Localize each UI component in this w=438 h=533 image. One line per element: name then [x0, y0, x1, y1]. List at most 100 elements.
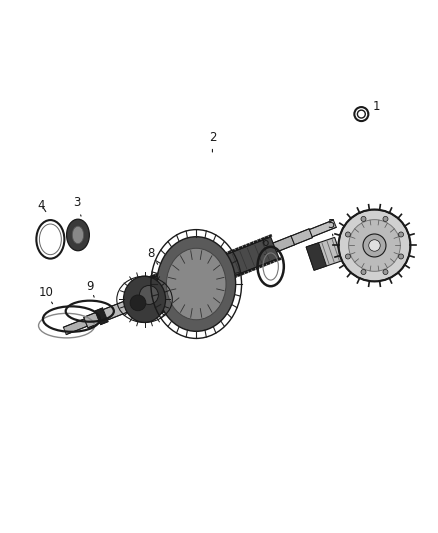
Polygon shape	[220, 253, 224, 256]
Polygon shape	[157, 311, 162, 315]
Polygon shape	[309, 220, 336, 237]
Polygon shape	[237, 273, 241, 277]
Polygon shape	[161, 309, 166, 313]
Polygon shape	[95, 308, 108, 325]
Ellipse shape	[157, 237, 236, 332]
Polygon shape	[180, 302, 185, 306]
Polygon shape	[188, 298, 193, 303]
Circle shape	[383, 216, 388, 221]
Polygon shape	[202, 254, 207, 258]
Polygon shape	[165, 308, 170, 312]
Polygon shape	[278, 257, 281, 261]
Polygon shape	[206, 252, 211, 256]
Polygon shape	[259, 265, 263, 268]
Polygon shape	[266, 262, 270, 265]
Text: 10: 10	[39, 286, 53, 304]
Circle shape	[399, 232, 403, 237]
Polygon shape	[263, 263, 267, 266]
Text: 7: 7	[187, 247, 197, 264]
Polygon shape	[186, 260, 191, 264]
Polygon shape	[192, 297, 197, 301]
Polygon shape	[143, 256, 221, 313]
Circle shape	[346, 232, 350, 237]
Circle shape	[399, 254, 403, 259]
Polygon shape	[194, 257, 199, 261]
Polygon shape	[153, 312, 158, 317]
Polygon shape	[257, 239, 261, 242]
Polygon shape	[306, 237, 343, 270]
Text: 8: 8	[148, 247, 158, 264]
Polygon shape	[103, 292, 151, 320]
Polygon shape	[198, 255, 203, 260]
Polygon shape	[291, 229, 313, 245]
Polygon shape	[274, 259, 278, 262]
Polygon shape	[228, 251, 232, 254]
Polygon shape	[235, 247, 239, 251]
Polygon shape	[196, 295, 201, 300]
Text: 4: 4	[38, 199, 46, 212]
Polygon shape	[230, 277, 233, 280]
Polygon shape	[148, 276, 152, 280]
Polygon shape	[306, 243, 326, 270]
Polygon shape	[184, 300, 189, 304]
Polygon shape	[159, 271, 164, 275]
Polygon shape	[212, 289, 216, 293]
Polygon shape	[224, 252, 228, 255]
Polygon shape	[243, 245, 246, 248]
Polygon shape	[240, 272, 244, 276]
Polygon shape	[273, 236, 295, 252]
Polygon shape	[171, 266, 176, 270]
Polygon shape	[183, 262, 187, 266]
Ellipse shape	[139, 286, 159, 304]
Ellipse shape	[130, 295, 146, 311]
Ellipse shape	[72, 226, 84, 244]
Circle shape	[369, 240, 380, 251]
Polygon shape	[215, 288, 220, 292]
Polygon shape	[204, 292, 208, 296]
Polygon shape	[239, 246, 243, 249]
Text: 5: 5	[327, 219, 334, 236]
Polygon shape	[223, 237, 279, 277]
Polygon shape	[200, 294, 205, 298]
Polygon shape	[179, 263, 184, 268]
Circle shape	[361, 270, 366, 274]
Text: 9: 9	[86, 280, 94, 297]
Polygon shape	[190, 259, 195, 263]
Polygon shape	[252, 268, 255, 271]
Circle shape	[346, 254, 350, 259]
Polygon shape	[163, 269, 168, 273]
Polygon shape	[152, 274, 156, 278]
Polygon shape	[213, 262, 229, 276]
Circle shape	[349, 220, 400, 271]
Circle shape	[363, 234, 386, 257]
Polygon shape	[173, 304, 177, 309]
Polygon shape	[261, 237, 265, 240]
Polygon shape	[219, 286, 224, 290]
Polygon shape	[250, 241, 254, 245]
Ellipse shape	[124, 276, 166, 322]
Polygon shape	[177, 303, 181, 307]
Text: 6: 6	[261, 236, 269, 255]
Polygon shape	[167, 268, 172, 272]
Polygon shape	[255, 266, 259, 270]
Polygon shape	[64, 319, 87, 335]
Polygon shape	[265, 236, 268, 239]
Polygon shape	[233, 275, 237, 278]
Polygon shape	[248, 269, 252, 272]
Polygon shape	[155, 272, 160, 277]
Ellipse shape	[67, 219, 89, 251]
Polygon shape	[175, 265, 180, 269]
Polygon shape	[208, 290, 212, 295]
Polygon shape	[144, 277, 148, 281]
Polygon shape	[140, 279, 145, 283]
Polygon shape	[84, 312, 100, 328]
Circle shape	[339, 209, 410, 281]
Polygon shape	[169, 306, 173, 310]
Polygon shape	[268, 234, 272, 238]
Polygon shape	[246, 243, 250, 246]
Polygon shape	[254, 240, 258, 244]
Polygon shape	[270, 261, 274, 264]
Circle shape	[383, 270, 388, 274]
Polygon shape	[244, 271, 248, 274]
Polygon shape	[231, 249, 235, 252]
